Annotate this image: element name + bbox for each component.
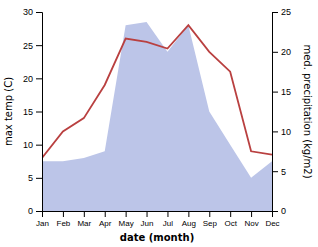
tick: Sep	[203, 211, 218, 228]
tick-mark	[63, 211, 64, 217]
tick-mark	[36, 145, 42, 146]
tick-label: May	[119, 219, 134, 228]
y-axis-title: max temp (C)	[3, 77, 14, 146]
tick-mark	[272, 92, 278, 93]
tick-mark	[36, 45, 42, 46]
precipitation-area	[42, 22, 272, 211]
axis-line	[36, 13, 43, 212]
tick-label: Nov	[244, 219, 258, 228]
tick: 5	[28, 173, 42, 183]
y2-axis: 0 5 10 15 20 25	[272, 7, 291, 216]
tick-mark	[272, 131, 278, 132]
tick-label: 5	[28, 173, 33, 183]
tick-label: Jun	[141, 219, 154, 228]
axis-line	[43, 212, 273, 218]
tick: 15	[272, 87, 291, 97]
temperature-line	[42, 25, 272, 158]
tick-label: 25	[23, 41, 33, 51]
tick-mark	[84, 211, 85, 217]
tick-mark	[167, 211, 168, 217]
tick: May	[119, 211, 134, 228]
tick: 25	[23, 41, 42, 51]
x-axis: Jan Feb Mar Apr May Jun Jul Aug Sep Oct Nov Dec	[36, 211, 280, 228]
tick-mark	[230, 211, 231, 217]
tick-mark	[188, 211, 189, 217]
tick-label: 15	[23, 107, 33, 117]
tick-mark	[272, 12, 278, 13]
tick: 5	[272, 167, 286, 177]
tick-mark	[147, 211, 148, 217]
tick-label: 15	[281, 87, 291, 97]
tick: Jan	[36, 211, 49, 228]
tick-label: Apr	[99, 219, 112, 228]
tick: Apr	[99, 211, 112, 228]
tick: Nov	[244, 211, 258, 228]
tick: Oct	[224, 211, 237, 228]
plot-area: JanFebMarAprMayJunJulAugSepOctNovDec0510…	[3, 7, 313, 243]
tick: 10	[272, 127, 291, 137]
tick-label: 25	[281, 7, 291, 17]
tick: Mar	[77, 211, 91, 228]
tick-label: 10	[281, 127, 291, 137]
tick: 10	[23, 140, 42, 150]
tick-mark	[36, 211, 42, 212]
tick-label: Jul	[163, 219, 173, 228]
tick-label: 5	[281, 167, 286, 177]
tick-label: Oct	[224, 219, 237, 228]
tick-label: 30	[23, 7, 33, 17]
tick: 15	[23, 107, 42, 117]
tick-mark	[272, 171, 278, 172]
tick-mark	[251, 211, 252, 217]
tick-label: 0	[28, 206, 33, 216]
tick-label: 0	[281, 206, 286, 216]
tick: Jun	[141, 211, 154, 228]
tick-mark	[36, 78, 42, 79]
tick-mark	[36, 12, 42, 13]
tick-label: Jan	[36, 219, 49, 228]
tick: Dec	[265, 211, 279, 228]
y2-axis-title: med. precipitation (kg/m2)	[302, 44, 313, 178]
tick-label: Sep	[203, 219, 218, 228]
tick: 20	[272, 47, 291, 57]
tick: Aug	[182, 211, 196, 228]
tick: Feb	[57, 211, 71, 228]
tick-mark	[105, 211, 106, 217]
tick-label: Feb	[57, 219, 71, 228]
tick: 0	[272, 206, 286, 216]
tick-label: 10	[23, 140, 33, 150]
tick-label: 20	[281, 47, 291, 57]
tick-mark	[36, 112, 42, 113]
y-axis: 0 5 10 15 20 25 30	[23, 7, 43, 216]
tick-mark	[272, 211, 278, 212]
tick-label: Aug	[182, 219, 196, 228]
tick: 30	[23, 7, 42, 17]
tick: 20	[23, 74, 42, 84]
tick-label: 20	[23, 74, 33, 84]
tick-label: Mar	[77, 219, 91, 228]
tick-label: Dec	[265, 219, 279, 228]
marks	[42, 22, 272, 211]
tick: 0	[28, 206, 42, 216]
axis-line	[273, 13, 279, 212]
tick-mark	[209, 211, 210, 217]
tick-mark	[36, 178, 42, 179]
tick: Jul	[163, 211, 173, 228]
x-axis-title: date (month)	[120, 232, 194, 243]
chart: JanFebMarAprMayJunJulAugSepOctNovDec0510…	[0, 0, 318, 247]
tick-mark	[126, 211, 127, 217]
tick: 25	[272, 7, 291, 17]
tick-mark	[272, 52, 278, 53]
